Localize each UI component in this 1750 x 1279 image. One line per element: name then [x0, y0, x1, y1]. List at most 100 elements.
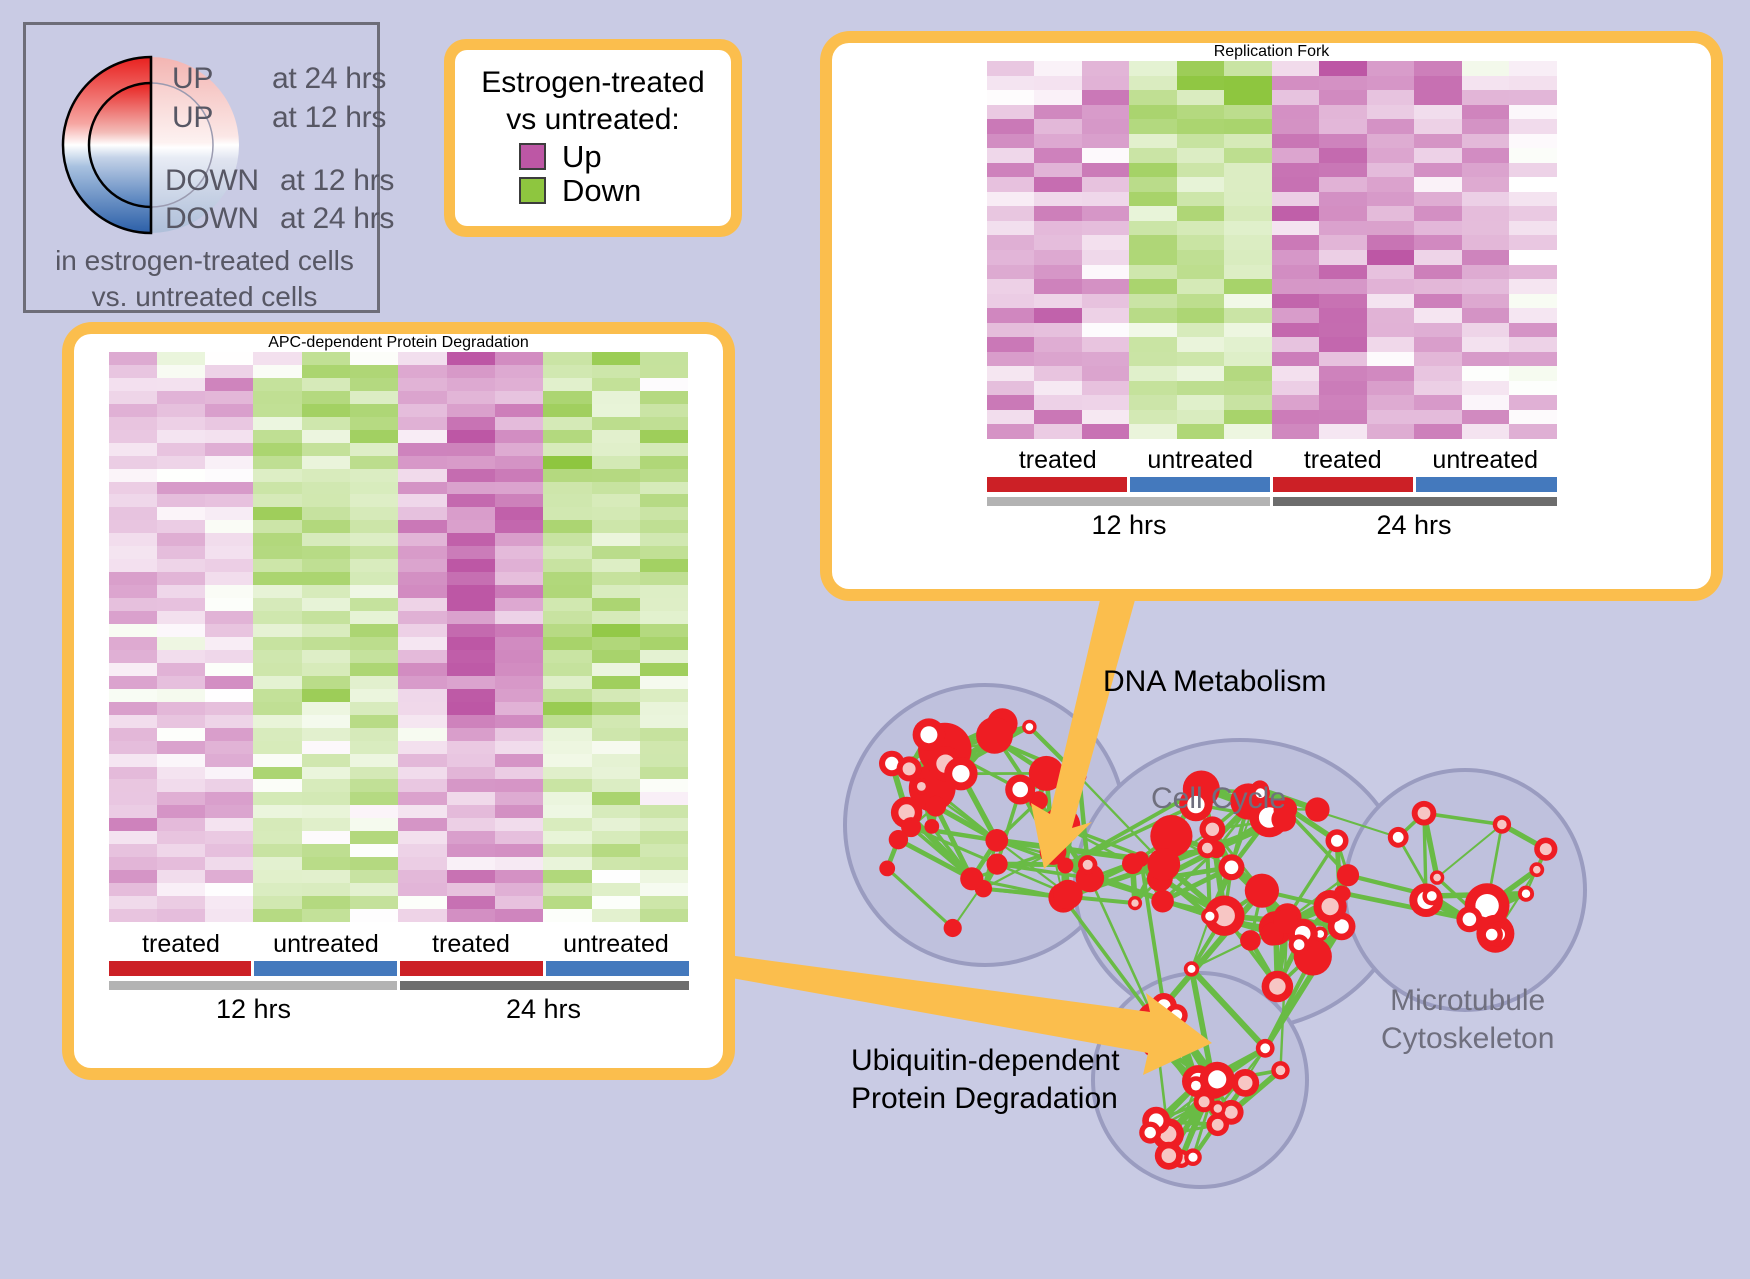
heatmap-cell: [1366, 235, 1414, 250]
heatmap-cell: [640, 883, 689, 897]
cluster-label-cell-cycle: Cell Cycle: [1151, 782, 1287, 815]
heatmap-cell: [640, 507, 689, 521]
heatmap-cell: [253, 429, 302, 443]
heatmap-cell: [205, 883, 254, 897]
heatmap-cell: [253, 377, 302, 391]
heatmap-cell: [640, 831, 689, 845]
heatmap-cell: [986, 380, 1034, 396]
heatmap-cell: [108, 455, 157, 469]
heatmap-cell: [1366, 366, 1414, 381]
heatmap-cell: [495, 701, 544, 715]
heatmap-cell: [108, 377, 157, 391]
axis-group-label: untreated: [563, 930, 669, 958]
heatmap-cell: [986, 424, 1034, 439]
heatmap-cell: [1081, 119, 1129, 134]
heatmap-cell: [591, 403, 641, 417]
heatmap-cell: [495, 649, 544, 663]
heatmap-cell: [1319, 308, 1367, 323]
heatmap-cell: [591, 740, 641, 754]
heatmap-cell: [1271, 162, 1319, 178]
heatmap-cell: [1129, 235, 1177, 250]
axis-time-label: 12 hrs: [1091, 510, 1167, 540]
heatmap-cell: [1129, 104, 1177, 120]
heatmap-cell: [1319, 104, 1367, 120]
heatmap-cell: [495, 779, 544, 793]
heatmap-cell: [446, 624, 496, 637]
heatmap-cell: [1366, 279, 1414, 294]
heatmap-cell: [543, 429, 592, 443]
network-node: [1271, 807, 1296, 832]
heatmap-cell: [108, 805, 157, 819]
heatmap-cell: [1224, 380, 1272, 396]
heatmap-cell: [1081, 337, 1129, 352]
heatmap-cell: [1414, 264, 1462, 280]
heatmap-cell: [398, 364, 447, 378]
heatmap-cell: [446, 753, 496, 767]
heatmap-cell: [446, 364, 496, 378]
heatmap-cell: [1176, 61, 1224, 76]
heatmap-cell: [495, 364, 544, 378]
heatmap-cell: [253, 675, 302, 689]
colorwheel-down24-label: DOWN: [165, 202, 259, 235]
heatmap-cell: [1176, 351, 1224, 367]
network-node-core: [1392, 831, 1404, 843]
heatmap-cell: [253, 416, 302, 430]
heatmap-cell: [350, 533, 399, 547]
heatmap-cell: [1224, 409, 1272, 425]
microtubule-line2: Cytoskeleton: [1381, 1022, 1555, 1055]
heatmap-cell: [1081, 75, 1129, 91]
heatmap-cell: [205, 714, 254, 728]
heatmap-cell: [543, 377, 592, 391]
heatmap-cell: [640, 481, 689, 495]
apc-time-bars: [108, 981, 689, 990]
axis-group-bar: [545, 961, 689, 976]
network-node-core: [1187, 964, 1196, 973]
heatmap-cell: [1414, 148, 1462, 163]
heatmap-cell: [495, 805, 544, 819]
heatmap-cell: [205, 896, 254, 910]
heatmap-cell: [350, 585, 399, 599]
heatmap-cell: [446, 896, 496, 910]
heatmap-cell: [350, 546, 399, 560]
heatmap-cell: [350, 909, 399, 922]
heatmap-cell: [495, 377, 544, 391]
heatmap-cell: [205, 611, 254, 625]
heatmap-cell: [986, 235, 1034, 250]
heatmap-cell: [108, 352, 157, 365]
heatmap-cell: [591, 805, 641, 819]
heatmap-cell: [205, 688, 254, 702]
heatmap-cell: [446, 598, 496, 612]
heatmap-cell: [1319, 380, 1367, 396]
heatmap-cell: [1366, 90, 1414, 105]
heatmap-cell: [253, 507, 302, 521]
heatmap-cell: [1461, 206, 1509, 221]
legend-label-up: Up: [562, 139, 602, 174]
heatmap-cell: [446, 740, 496, 754]
heatmap-cell: [398, 442, 447, 456]
heatmap-cell: [205, 559, 254, 573]
heatmap-cell: [1176, 293, 1224, 309]
heatmap-cell: [1176, 148, 1224, 163]
heatmap-cell: [253, 455, 302, 469]
replication-fork-title: Replication Fork: [1213, 43, 1330, 60]
heatmap-cell: [1509, 424, 1557, 439]
heatmap-cell: [1414, 177, 1462, 192]
heatmap-cell: [1081, 235, 1129, 250]
network-node-core: [920, 726, 938, 744]
heatmap-cell: [350, 507, 399, 521]
colorwheel-down24-time: at 24 hrs: [280, 202, 395, 235]
heatmap-cell: [1224, 133, 1272, 149]
heatmap-cell: [1176, 395, 1224, 410]
heatmap-cell: [398, 572, 447, 586]
heatmap-cell: [591, 870, 641, 884]
heatmap-cell: [640, 455, 689, 469]
heatmap-cell: [253, 520, 302, 534]
heatmap-cell: [1509, 380, 1557, 396]
heatmap-cell: [1034, 279, 1082, 294]
heatmap-cell: [1176, 424, 1224, 439]
heatmap-cell: [156, 844, 206, 858]
heatmap-cell: [108, 468, 157, 482]
heatmap-cell: [1271, 351, 1319, 367]
heatmap-cell: [1366, 119, 1414, 134]
heatmap-cell: [640, 442, 689, 456]
